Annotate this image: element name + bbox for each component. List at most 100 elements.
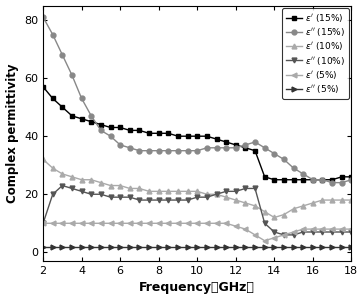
$\varepsilon''$ (15%) [147, 149, 151, 152]
Line: $\varepsilon''$ (15%): $\varepsilon''$ (15%) [41, 15, 354, 185]
$\varepsilon''$ (15%) [128, 146, 132, 150]
$\varepsilon'$ (15%) [147, 131, 151, 135]
$\varepsilon''$ (10%) [214, 193, 219, 196]
$\varepsilon''$ (10%) [292, 233, 296, 237]
$\varepsilon'$ (5%) [128, 221, 132, 225]
$\varepsilon'$ (15%) [60, 105, 64, 109]
$\varepsilon'$ (5%) [234, 224, 238, 228]
$\varepsilon''$ (5%) [243, 245, 248, 248]
$\varepsilon'$ (5%) [310, 227, 315, 231]
$\varepsilon'$ (15%) [262, 175, 267, 178]
$\varepsilon''$ (10%) [205, 195, 209, 199]
$\varepsilon'$ (15%) [41, 85, 45, 88]
$\varepsilon'$ (15%) [234, 143, 238, 147]
$\varepsilon''$ (10%) [320, 230, 325, 234]
$\varepsilon'$ (5%) [118, 221, 122, 225]
$\varepsilon''$ (10%) [330, 230, 334, 234]
$\varepsilon''$ (15%) [320, 178, 325, 181]
$\varepsilon'$ (5%) [320, 227, 325, 231]
$\varepsilon''$ (5%) [166, 245, 170, 248]
$\varepsilon'$ (15%) [205, 134, 209, 138]
$\varepsilon''$ (15%) [99, 129, 103, 132]
$\varepsilon'$ (5%) [340, 227, 344, 231]
$\varepsilon''$ (15%) [89, 114, 94, 118]
$\varepsilon'$ (15%) [166, 131, 170, 135]
$\varepsilon''$ (10%) [99, 193, 103, 196]
$\varepsilon''$ (15%) [205, 146, 209, 150]
$\varepsilon''$ (10%) [79, 190, 84, 193]
$\varepsilon''$ (5%) [292, 245, 296, 248]
$\varepsilon'$ (5%) [349, 227, 353, 231]
$\varepsilon'$ (15%) [195, 134, 199, 138]
$\varepsilon'$ (10%) [282, 213, 286, 216]
$\varepsilon''$ (5%) [157, 245, 161, 248]
$\varepsilon''$ (10%) [157, 198, 161, 202]
$\varepsilon''$ (10%) [185, 198, 190, 202]
$\varepsilon'$ (10%) [147, 190, 151, 193]
$\varepsilon''$ (5%) [108, 245, 113, 248]
$\varepsilon''$ (10%) [301, 230, 305, 234]
$\varepsilon''$ (5%) [128, 245, 132, 248]
$\varepsilon'$ (10%) [70, 175, 74, 178]
$\varepsilon'$ (10%) [262, 210, 267, 214]
$\varepsilon''$ (5%) [262, 245, 267, 248]
$\varepsilon'$ (5%) [205, 221, 209, 225]
$\varepsilon''$ (10%) [349, 230, 353, 234]
$\varepsilon''$ (5%) [89, 245, 94, 248]
$\varepsilon''$ (5%) [176, 245, 180, 248]
$\varepsilon''$ (5%) [272, 245, 277, 248]
$\varepsilon''$ (10%) [272, 230, 277, 234]
$\varepsilon'$ (15%) [128, 129, 132, 132]
$\varepsilon''$ (10%) [41, 221, 45, 225]
$\varepsilon''$ (15%) [60, 53, 64, 57]
$\varepsilon''$ (10%) [128, 195, 132, 199]
$\varepsilon'$ (15%) [224, 140, 228, 144]
$\varepsilon''$ (15%) [41, 15, 45, 19]
$\varepsilon'$ (5%) [243, 227, 248, 231]
$\varepsilon'$ (10%) [320, 198, 325, 202]
$\varepsilon''$ (5%) [99, 245, 103, 248]
$\varepsilon''$ (10%) [253, 187, 257, 190]
$\varepsilon'$ (15%) [292, 178, 296, 181]
$\varepsilon''$ (15%) [51, 33, 55, 36]
$\varepsilon'$ (5%) [108, 221, 113, 225]
Line: $\varepsilon'$ (15%): $\varepsilon'$ (15%) [41, 84, 354, 182]
$\varepsilon''$ (5%) [41, 245, 45, 248]
$\varepsilon''$ (15%) [195, 149, 199, 152]
$\varepsilon'$ (5%) [272, 236, 277, 240]
$\varepsilon'$ (10%) [41, 158, 45, 161]
$\varepsilon''$ (5%) [79, 245, 84, 248]
$\varepsilon'$ (15%) [272, 178, 277, 181]
$\varepsilon''$ (15%) [214, 146, 219, 150]
$\varepsilon''$ (5%) [340, 245, 344, 248]
$\varepsilon'$ (15%) [310, 178, 315, 181]
$\varepsilon'$ (5%) [185, 221, 190, 225]
$\varepsilon'$ (15%) [176, 134, 180, 138]
$\varepsilon'$ (15%) [253, 149, 257, 152]
$\varepsilon'$ (5%) [195, 221, 199, 225]
$\varepsilon'$ (5%) [282, 233, 286, 237]
$\varepsilon'$ (5%) [51, 221, 55, 225]
$\varepsilon'$ (10%) [89, 178, 94, 181]
$\varepsilon'$ (5%) [330, 227, 334, 231]
$\varepsilon''$ (5%) [310, 245, 315, 248]
$\varepsilon'$ (10%) [60, 172, 64, 176]
$\varepsilon'$ (10%) [166, 190, 170, 193]
$\varepsilon''$ (10%) [108, 195, 113, 199]
$\varepsilon''$ (5%) [282, 245, 286, 248]
$\varepsilon'$ (15%) [89, 120, 94, 124]
$\varepsilon''$ (5%) [137, 245, 142, 248]
$\varepsilon''$ (5%) [214, 245, 219, 248]
$\varepsilon'$ (15%) [243, 146, 248, 150]
$\varepsilon''$ (15%) [224, 146, 228, 150]
$\varepsilon''$ (5%) [185, 245, 190, 248]
$\varepsilon''$ (10%) [137, 198, 142, 202]
$\varepsilon''$ (15%) [272, 152, 277, 155]
Line: $\varepsilon'$ (10%): $\varepsilon'$ (10%) [41, 157, 354, 220]
$\varepsilon''$ (10%) [224, 190, 228, 193]
$\varepsilon'$ (15%) [320, 178, 325, 181]
$\varepsilon''$ (10%) [89, 193, 94, 196]
$\varepsilon''$ (5%) [147, 245, 151, 248]
$\varepsilon'$ (10%) [137, 187, 142, 190]
$\varepsilon'$ (10%) [301, 204, 305, 208]
